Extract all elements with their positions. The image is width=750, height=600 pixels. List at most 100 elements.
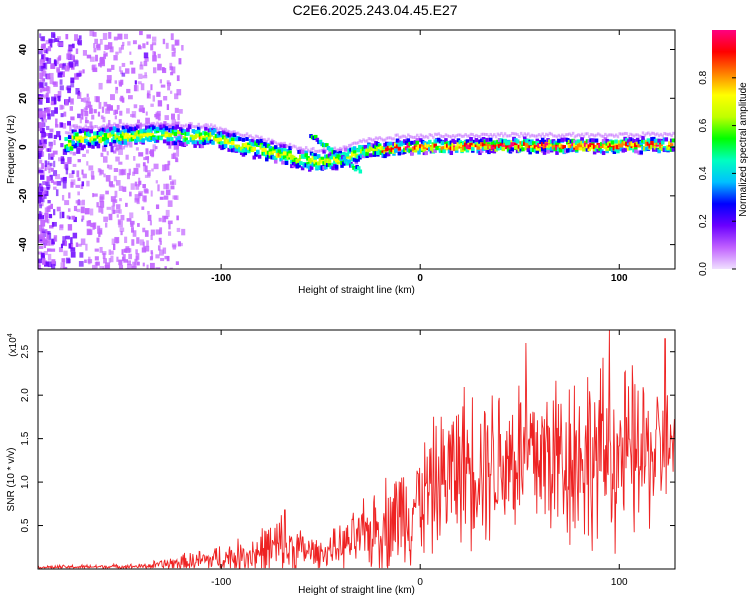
heatmap-ridge-cell <box>650 137 654 142</box>
heatmap-halo-cell <box>591 133 595 137</box>
heatmap-ridge-cell <box>162 139 167 144</box>
heatmap-noise-cell <box>96 43 101 51</box>
heatmap-ridge-cell <box>281 160 285 165</box>
heatmap-noise-cell <box>76 200 82 206</box>
heatmap-ridge-cell <box>139 129 144 134</box>
heatmap-ridge-cell <box>96 134 101 139</box>
heatmap-ridge-cell <box>566 140 570 145</box>
heatmap-ridge-cell <box>157 124 162 129</box>
heatmap-noise-cell <box>177 114 180 121</box>
heatmap-noise-cell <box>42 62 48 70</box>
heatmap-noise-cell <box>62 240 67 246</box>
heatmap-noise-cell <box>46 234 50 239</box>
heatmap-noise-cell <box>103 258 107 264</box>
heatmap-ridge-cell <box>89 138 93 143</box>
heatmap-noise-cell <box>53 60 58 67</box>
heatmap-halo-cell <box>297 146 301 150</box>
heatmap-noise-cell <box>156 91 161 97</box>
heatmap-halo-cell <box>247 134 251 138</box>
heatmap-noise-cell <box>58 135 62 141</box>
heatmap-ridge-cell <box>506 147 511 152</box>
heatmap-ridge-cell <box>225 131 230 136</box>
heatmap-noise-cell <box>139 30 143 36</box>
heatmap-halo-cell <box>143 123 147 127</box>
heatmap-ridge-cell <box>87 133 92 138</box>
heatmap-noise-cell <box>143 52 149 59</box>
heatmap-ridge-cell <box>540 147 545 152</box>
heatmap-ridge-cell <box>429 146 434 151</box>
heatmap-ridge-cell <box>351 157 355 162</box>
heatmap-ridge-cell <box>490 141 495 146</box>
heatmap-ridge-cell <box>109 142 113 147</box>
heatmap-ridge-cell <box>562 148 566 153</box>
heatmap-noise-cell <box>50 153 55 157</box>
heatmap-ridge-cell <box>205 139 210 144</box>
heatmap-ridge-cell <box>71 140 76 145</box>
heatmap-ridge-cell <box>277 149 282 154</box>
heatmap-noise-cell <box>125 246 130 251</box>
heatmap-halo-cell <box>424 134 428 138</box>
heatmap-noise-cell <box>43 261 49 267</box>
heatmap-noise-cell <box>67 49 72 55</box>
heatmap-noise-cell <box>55 118 58 126</box>
heatmap-ridge-cell <box>632 139 636 144</box>
heatmap-noise-cell <box>142 43 146 49</box>
heatmap-noise-cell <box>46 177 51 181</box>
heatmap-noise-cell <box>64 99 69 106</box>
heatmap-ridge-cell <box>402 148 407 153</box>
heatmap-frame <box>37 29 676 270</box>
heatmap-noise-cell <box>82 173 87 179</box>
heatmap-noise-cell <box>134 194 140 201</box>
heatmap-ridge-cell <box>497 144 502 149</box>
heatmap-halo-cell <box>616 135 620 139</box>
heatmap-ridge-cell <box>535 149 540 154</box>
heatmap-ridge-cell <box>96 130 101 135</box>
heatmap-noise-cell <box>45 181 50 186</box>
heatmap-halo-cell <box>281 142 285 146</box>
heatmap-noise-cell <box>105 52 108 57</box>
heatmap-ridge-cell <box>359 149 364 154</box>
heatmap-ridge-cell <box>136 136 140 141</box>
heatmap-noise-cell <box>86 93 89 98</box>
heatmap-noise-cell <box>157 63 162 71</box>
heatmap-noise-cell <box>108 249 111 255</box>
heatmap-noise-cell <box>144 57 149 62</box>
heatmap-ridge-cell <box>628 141 633 146</box>
heatmap-noise-cell <box>135 253 140 260</box>
heatmap-ridge-cell <box>130 127 135 132</box>
heatmap-halo-cell <box>557 133 561 137</box>
heatmap-noise-cell <box>42 187 47 195</box>
heatmap-halo-cell <box>269 141 272 145</box>
heatmap-noise-cell <box>162 215 167 223</box>
heatmap-ridge-cell <box>641 135 645 140</box>
heatmap-halo-cell <box>233 130 236 134</box>
heatmap-noise-cell <box>167 220 173 225</box>
heatmap-ridge-cell <box>282 148 287 153</box>
heatmap-ridge-cell <box>530 147 534 152</box>
heatmap-ridge-cell <box>290 154 294 159</box>
heatmap-noise-cell <box>45 57 49 61</box>
heatmap-ridge-cell <box>170 141 174 146</box>
heatmap-halo-cell <box>353 141 356 145</box>
heatmap-ridge-cell <box>245 147 249 152</box>
heatmap-halo-cell <box>263 138 267 142</box>
heatmap-ridge-cell <box>449 140 454 145</box>
heatmap-ridge-cell <box>669 143 674 148</box>
heatmap-ridge-cell <box>137 132 142 137</box>
heatmap-noise-cell <box>174 195 179 200</box>
heatmap-ridge-cell <box>653 141 658 146</box>
heatmap-ridge-cell <box>451 138 455 143</box>
heatmap-halo-cell <box>374 136 378 140</box>
heatmap-ridge-cell <box>66 147 70 152</box>
heatmap-noise-cell <box>59 79 63 85</box>
heatmap-noise-cell <box>137 181 141 187</box>
heatmap-noise-cell <box>46 184 51 189</box>
heatmap-ridge-cell <box>523 136 527 141</box>
heatmap-ridge-cell <box>402 139 407 144</box>
heatmap-ridge-cell <box>69 146 74 151</box>
heatmap-ridge-cell <box>444 145 448 150</box>
heatmap-noise-cell <box>92 193 98 197</box>
heatmap-ridge-cell <box>100 127 104 132</box>
heatmap-ridge-cell <box>592 147 597 152</box>
